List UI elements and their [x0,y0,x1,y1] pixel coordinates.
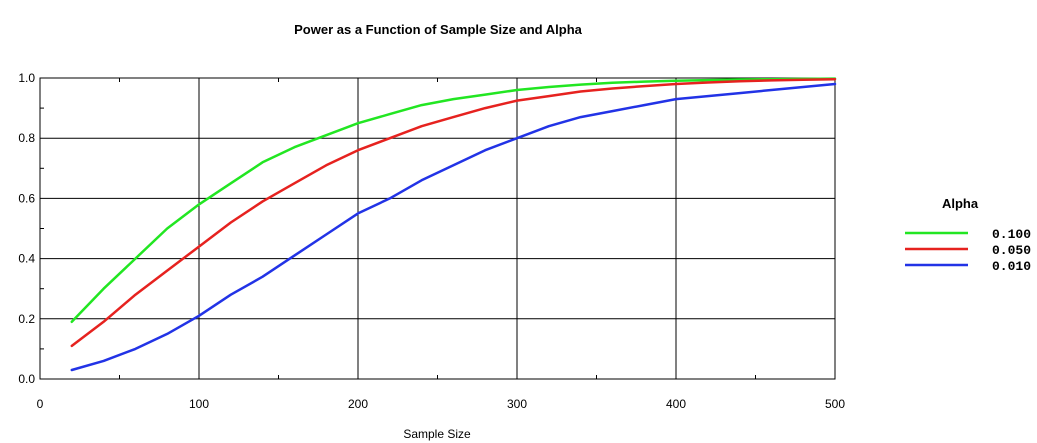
y-tick-label: 0.2 [18,312,35,326]
x-tick-label: 300 [507,397,527,411]
legend-label: 0.050 [992,243,1031,258]
x-tick-label: 400 [666,397,686,411]
x-axis-label: Sample Size [403,427,471,441]
series-line-0-100 [70,77,837,324]
axis-layer: 0 100 200 300 400 500 0.0 0.2 0.4 0.6 0.8 1.0 [18,71,845,411]
legend-label: 0.010 [992,259,1031,274]
legend-label: 0.100 [992,227,1031,242]
y-tick-label: 0.0 [18,372,35,386]
x-tick-label: 500 [825,397,845,411]
x-tick-label: 100 [189,397,209,411]
series-line-0-050 [70,77,837,348]
x-tick-label: 0 [37,397,44,411]
y-tick-label: 0.4 [18,252,35,266]
legend-title: Alpha [942,196,979,211]
y-tick-label: 1.0 [18,71,35,85]
grid-layer [40,78,835,379]
plot-background [40,78,835,379]
y-tick-label: 0.6 [18,191,35,205]
series-layer [70,77,837,372]
series-line-0-010 [70,82,837,372]
x-tick-label: 200 [348,397,368,411]
chart-title: Power as a Function of Sample Size and A… [294,22,583,37]
y-tick-label: 0.8 [18,131,35,145]
